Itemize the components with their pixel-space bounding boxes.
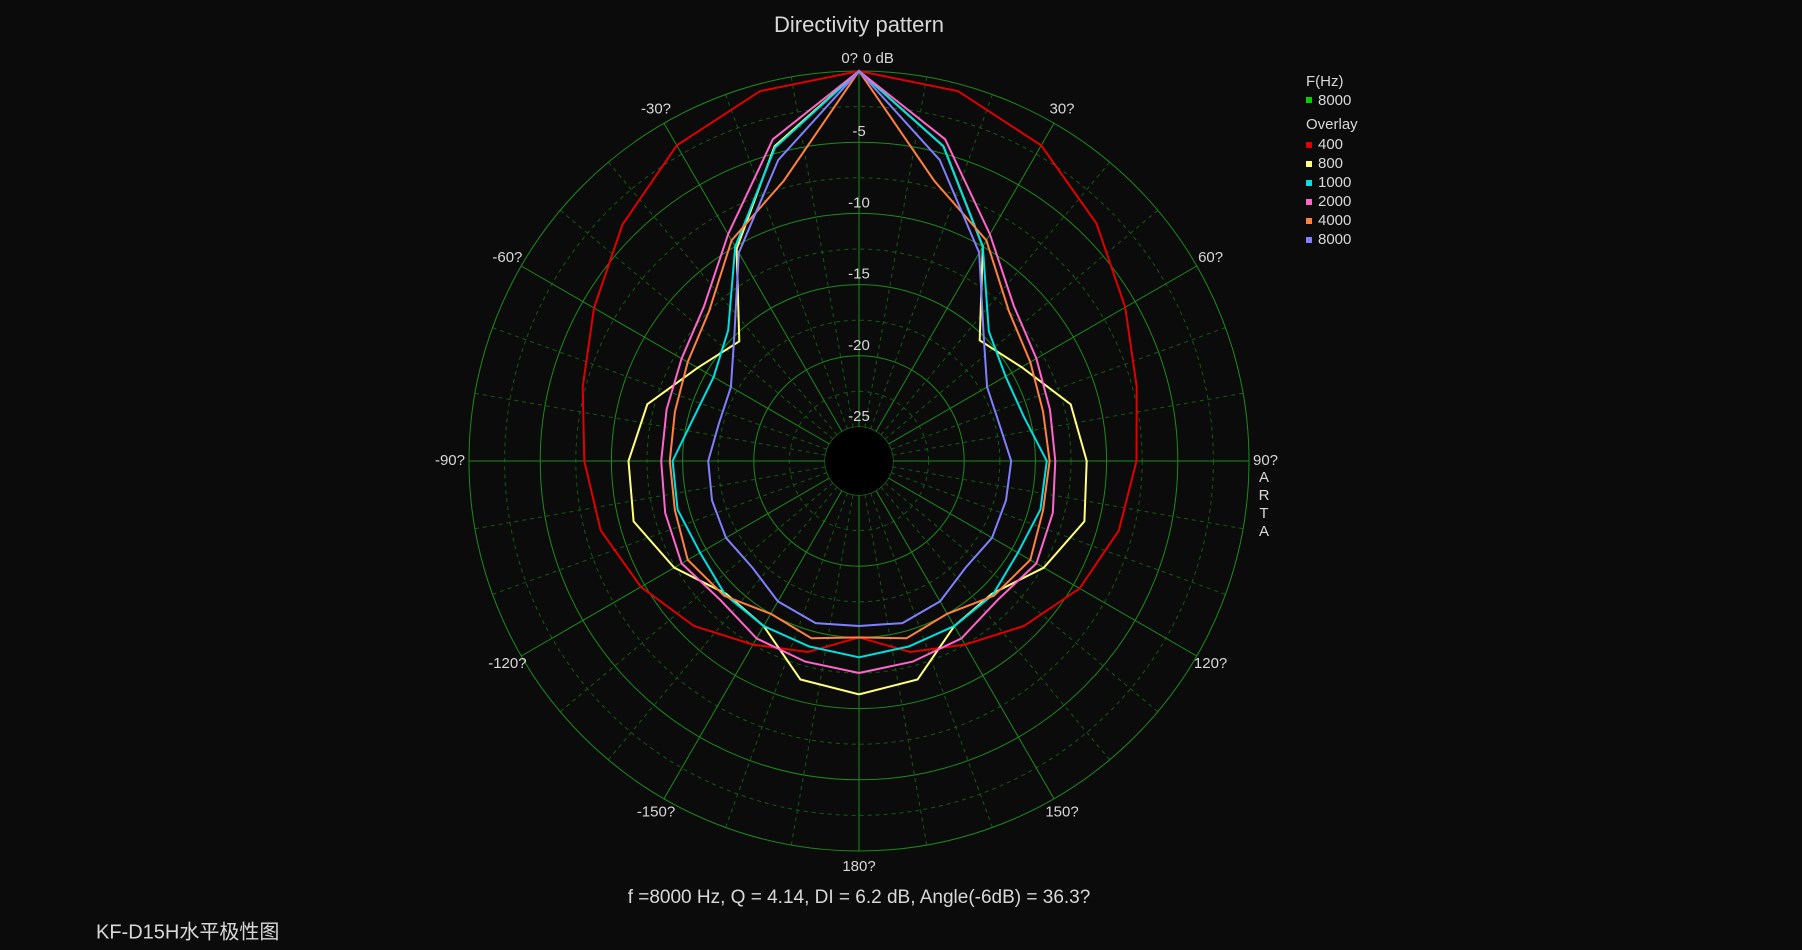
minor-grid-spoke — [474, 392, 826, 456]
legend-swatch — [1306, 237, 1312, 243]
minor-grid-spoke — [880, 486, 1111, 761]
stats-text: f =8000 Hz, Q = 4.14, DI = 6.2 dB, Angle… — [628, 887, 1091, 908]
chart-title: Directivity pattern — [774, 12, 944, 37]
grid-spoke — [521, 265, 830, 445]
minor-grid-spoke — [864, 494, 928, 846]
angle-tick-label: 150? — [1045, 804, 1078, 821]
series-line — [707, 69, 1013, 627]
legend-label: 400 — [1318, 136, 1343, 153]
minor-grid-spoke — [607, 161, 838, 436]
r-tick-label: -5 — [852, 123, 865, 140]
side-label-letter: T — [1259, 505, 1268, 522]
legend-label: 8000 — [1318, 92, 1351, 109]
grid-spoke — [521, 477, 830, 657]
minor-grid-spoke — [890, 327, 1226, 450]
minor-grid-spoke — [864, 76, 928, 428]
grid-spoke — [663, 123, 843, 432]
angle-tick-label: -60? — [492, 249, 522, 266]
series-line — [660, 69, 1057, 674]
center-hole — [825, 427, 893, 495]
legend-overlay-title: Overlay — [1306, 116, 1358, 133]
angle-tick-label: 30? — [1049, 100, 1074, 117]
minor-grid-spoke — [880, 161, 1111, 436]
legend-label: 4000 — [1318, 212, 1351, 229]
minor-grid-spoke — [559, 482, 834, 713]
angle-tick-label: -90? — [435, 452, 465, 469]
legend-swatch — [1306, 218, 1312, 224]
side-label-letter: A — [1259, 523, 1269, 540]
grid-spoke — [888, 265, 1197, 445]
r-tick-label: -15 — [848, 266, 870, 283]
angle-tick-label: -30? — [641, 100, 671, 117]
r-tick-label: -25 — [848, 408, 870, 425]
legend-swatch — [1306, 97, 1312, 103]
grid-spoke — [888, 477, 1197, 657]
legend-swatch — [1306, 142, 1312, 148]
legend-swatch — [1306, 180, 1312, 186]
grid-spoke — [875, 123, 1055, 432]
minor-grid-spoke — [892, 466, 1244, 530]
series-line — [581, 69, 1138, 654]
r-tick-label: 0 dB — [863, 50, 894, 67]
side-label-letter: R — [1259, 487, 1270, 504]
minor-grid-spoke — [474, 466, 826, 530]
series-line — [671, 69, 1048, 659]
footer-text: KF-D15H水平极性图 — [96, 920, 279, 943]
angle-tick-label: -150? — [637, 804, 675, 821]
r-tick-label: -20 — [848, 337, 870, 354]
angle-tick-label: -120? — [488, 655, 526, 672]
angle-tick-label: 90? — [1253, 452, 1278, 469]
legend-swatch — [1306, 161, 1312, 167]
side-label-letter: A — [1259, 469, 1269, 486]
legend-label: 8000 — [1318, 231, 1351, 248]
legend-label: 800 — [1318, 155, 1343, 172]
minor-grid-spoke — [892, 392, 1244, 456]
series-line — [668, 69, 1051, 640]
minor-grid-spoke — [607, 486, 838, 761]
minor-grid-spoke — [790, 494, 854, 846]
minor-grid-spoke — [870, 94, 993, 430]
r-tick-label: -10 — [848, 194, 870, 211]
angle-tick-label: 0? — [841, 50, 858, 67]
angle-tick-label: 60? — [1198, 249, 1223, 266]
minor-grid-spoke — [890, 472, 1226, 595]
legend-label: 1000 — [1318, 174, 1351, 191]
minor-grid-spoke — [492, 327, 828, 450]
legend-title: F(Hz) — [1306, 73, 1344, 90]
legend-label: 2000 — [1318, 193, 1351, 210]
minor-grid-spoke — [725, 94, 848, 430]
angle-tick-label: 120? — [1194, 655, 1227, 672]
angle-tick-label: 180? — [842, 858, 875, 875]
minor-grid-spoke — [790, 76, 854, 428]
minor-grid-spoke — [492, 472, 828, 595]
minor-grid-spoke — [884, 482, 1159, 713]
legend-swatch — [1306, 199, 1312, 205]
